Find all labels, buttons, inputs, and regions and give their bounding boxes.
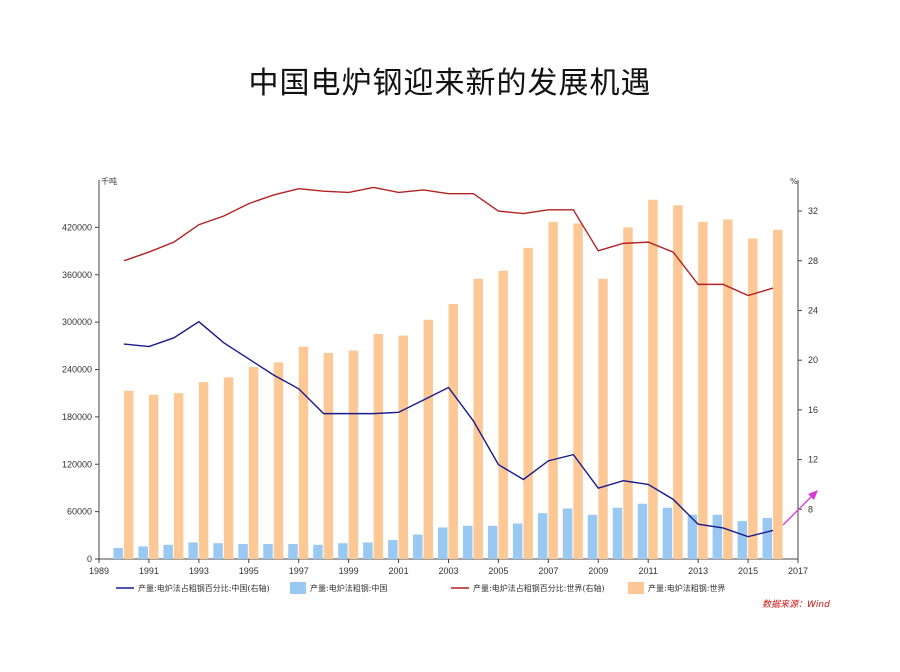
bar-world xyxy=(198,382,209,559)
x-tick-label: 2009 xyxy=(588,566,608,576)
bar-world xyxy=(773,229,783,559)
x-tick-label: 2011 xyxy=(639,566,658,576)
bar-china xyxy=(687,514,698,559)
bar-world xyxy=(523,247,533,559)
legend-swatch-bar xyxy=(628,582,644,594)
bar-china xyxy=(612,507,623,559)
bar-china xyxy=(363,542,373,559)
bar-china xyxy=(188,542,198,559)
bar-china xyxy=(338,543,348,559)
bar-china xyxy=(213,543,223,559)
left-tick-label: 300000 xyxy=(62,317,92,327)
bar-china xyxy=(562,508,573,559)
bar-world xyxy=(173,393,184,559)
x-tick-label: 2015 xyxy=(738,566,758,576)
bar-world xyxy=(398,335,409,559)
trend-arrow-head xyxy=(808,490,818,500)
x-tick-label: 1999 xyxy=(339,566,359,576)
right-axis-unit: % xyxy=(790,177,798,186)
bar-china xyxy=(263,543,273,559)
bar-world xyxy=(623,227,633,559)
bar-china xyxy=(662,507,673,559)
bar-china xyxy=(637,503,648,559)
legend-swatch-bar xyxy=(290,582,306,594)
bar-world xyxy=(448,303,458,559)
left-axis-unit: 千吨 xyxy=(101,176,117,186)
x-tick-label: 2003 xyxy=(438,566,458,576)
bar-china xyxy=(313,544,323,559)
bar-world xyxy=(373,333,384,559)
left-tick-label: 420000 xyxy=(62,222,92,232)
bar-china xyxy=(238,543,248,559)
bar-world xyxy=(298,346,309,559)
bar-world xyxy=(423,319,434,559)
x-tick-label: 2017 xyxy=(788,566,808,576)
left-tick-label: 180000 xyxy=(62,412,92,422)
bar-china xyxy=(587,514,598,559)
trend-arrow-line xyxy=(782,495,813,526)
legend-label: 产量:电炉法粗钢:世界 xyxy=(648,583,725,593)
x-tick-label: 1993 xyxy=(189,566,209,576)
left-tick-label: 0 xyxy=(87,554,92,564)
bar-world xyxy=(498,270,508,559)
right-tick-label: 8 xyxy=(808,504,813,514)
x-tick-label: 2007 xyxy=(538,566,558,576)
bar-world xyxy=(148,394,159,559)
bar-world xyxy=(698,221,708,560)
source-note: 数据来源：Wind xyxy=(762,600,830,610)
bar-china xyxy=(712,514,723,559)
bar-china xyxy=(413,534,423,559)
bar-world xyxy=(323,352,334,559)
bar-world xyxy=(648,199,658,560)
x-tick-label: 1991 xyxy=(139,566,159,576)
left-tick-label: 60000 xyxy=(67,507,92,517)
bar-china xyxy=(762,517,773,559)
bar-china xyxy=(512,523,523,559)
bar-world xyxy=(598,278,608,559)
bar-china xyxy=(138,546,148,559)
bar-world xyxy=(123,390,134,559)
bar-world xyxy=(348,350,359,559)
bar-china xyxy=(113,547,123,559)
bar-china xyxy=(163,544,173,559)
bar-china xyxy=(438,527,448,559)
bar-china xyxy=(388,540,398,559)
x-tick-label: 1997 xyxy=(289,566,309,576)
bar-world xyxy=(723,219,733,559)
left-tick-label: 120000 xyxy=(62,459,92,469)
right-tick-label: 20 xyxy=(808,355,818,365)
bar-world xyxy=(673,205,683,559)
bar-china xyxy=(288,543,298,559)
bar-china xyxy=(462,525,473,559)
x-tick-label: 1989 xyxy=(89,566,109,576)
right-tick-label: 32 xyxy=(808,206,818,216)
left-tick-label: 360000 xyxy=(62,270,92,280)
bar-china xyxy=(487,525,498,559)
bar-world xyxy=(473,278,483,559)
x-tick-label: 1995 xyxy=(239,566,259,576)
bar-world xyxy=(573,223,583,560)
legend-label: 产量:电炉法占粗钢百分比:世界(右轴) xyxy=(473,583,605,593)
legend-label: 产量:电炉法粗钢:中国 xyxy=(310,583,387,593)
x-tick-label: 2005 xyxy=(488,566,508,576)
right-tick-label: 28 xyxy=(808,256,818,266)
right-tick-label: 24 xyxy=(808,305,818,315)
bar-china xyxy=(737,521,748,559)
right-tick-label: 12 xyxy=(808,455,818,465)
bar-world xyxy=(248,367,259,559)
bar-world xyxy=(223,377,234,559)
x-tick-label: 2013 xyxy=(688,566,708,576)
bar-world xyxy=(548,221,558,560)
legend-label: 产量:电炉法占粗钢百分比:中国(右轴) xyxy=(138,583,270,593)
series-line-china xyxy=(123,320,774,538)
bar-world xyxy=(273,362,284,559)
x-tick-label: 2001 xyxy=(389,566,409,576)
bar-world xyxy=(748,238,758,559)
page-title: 中国电炉钢迎来新的发展机遇 xyxy=(248,66,652,101)
right-tick-label: 16 xyxy=(808,405,818,415)
series-line-world xyxy=(123,186,774,297)
left-tick-label: 240000 xyxy=(62,365,92,375)
bar-china xyxy=(537,513,548,559)
